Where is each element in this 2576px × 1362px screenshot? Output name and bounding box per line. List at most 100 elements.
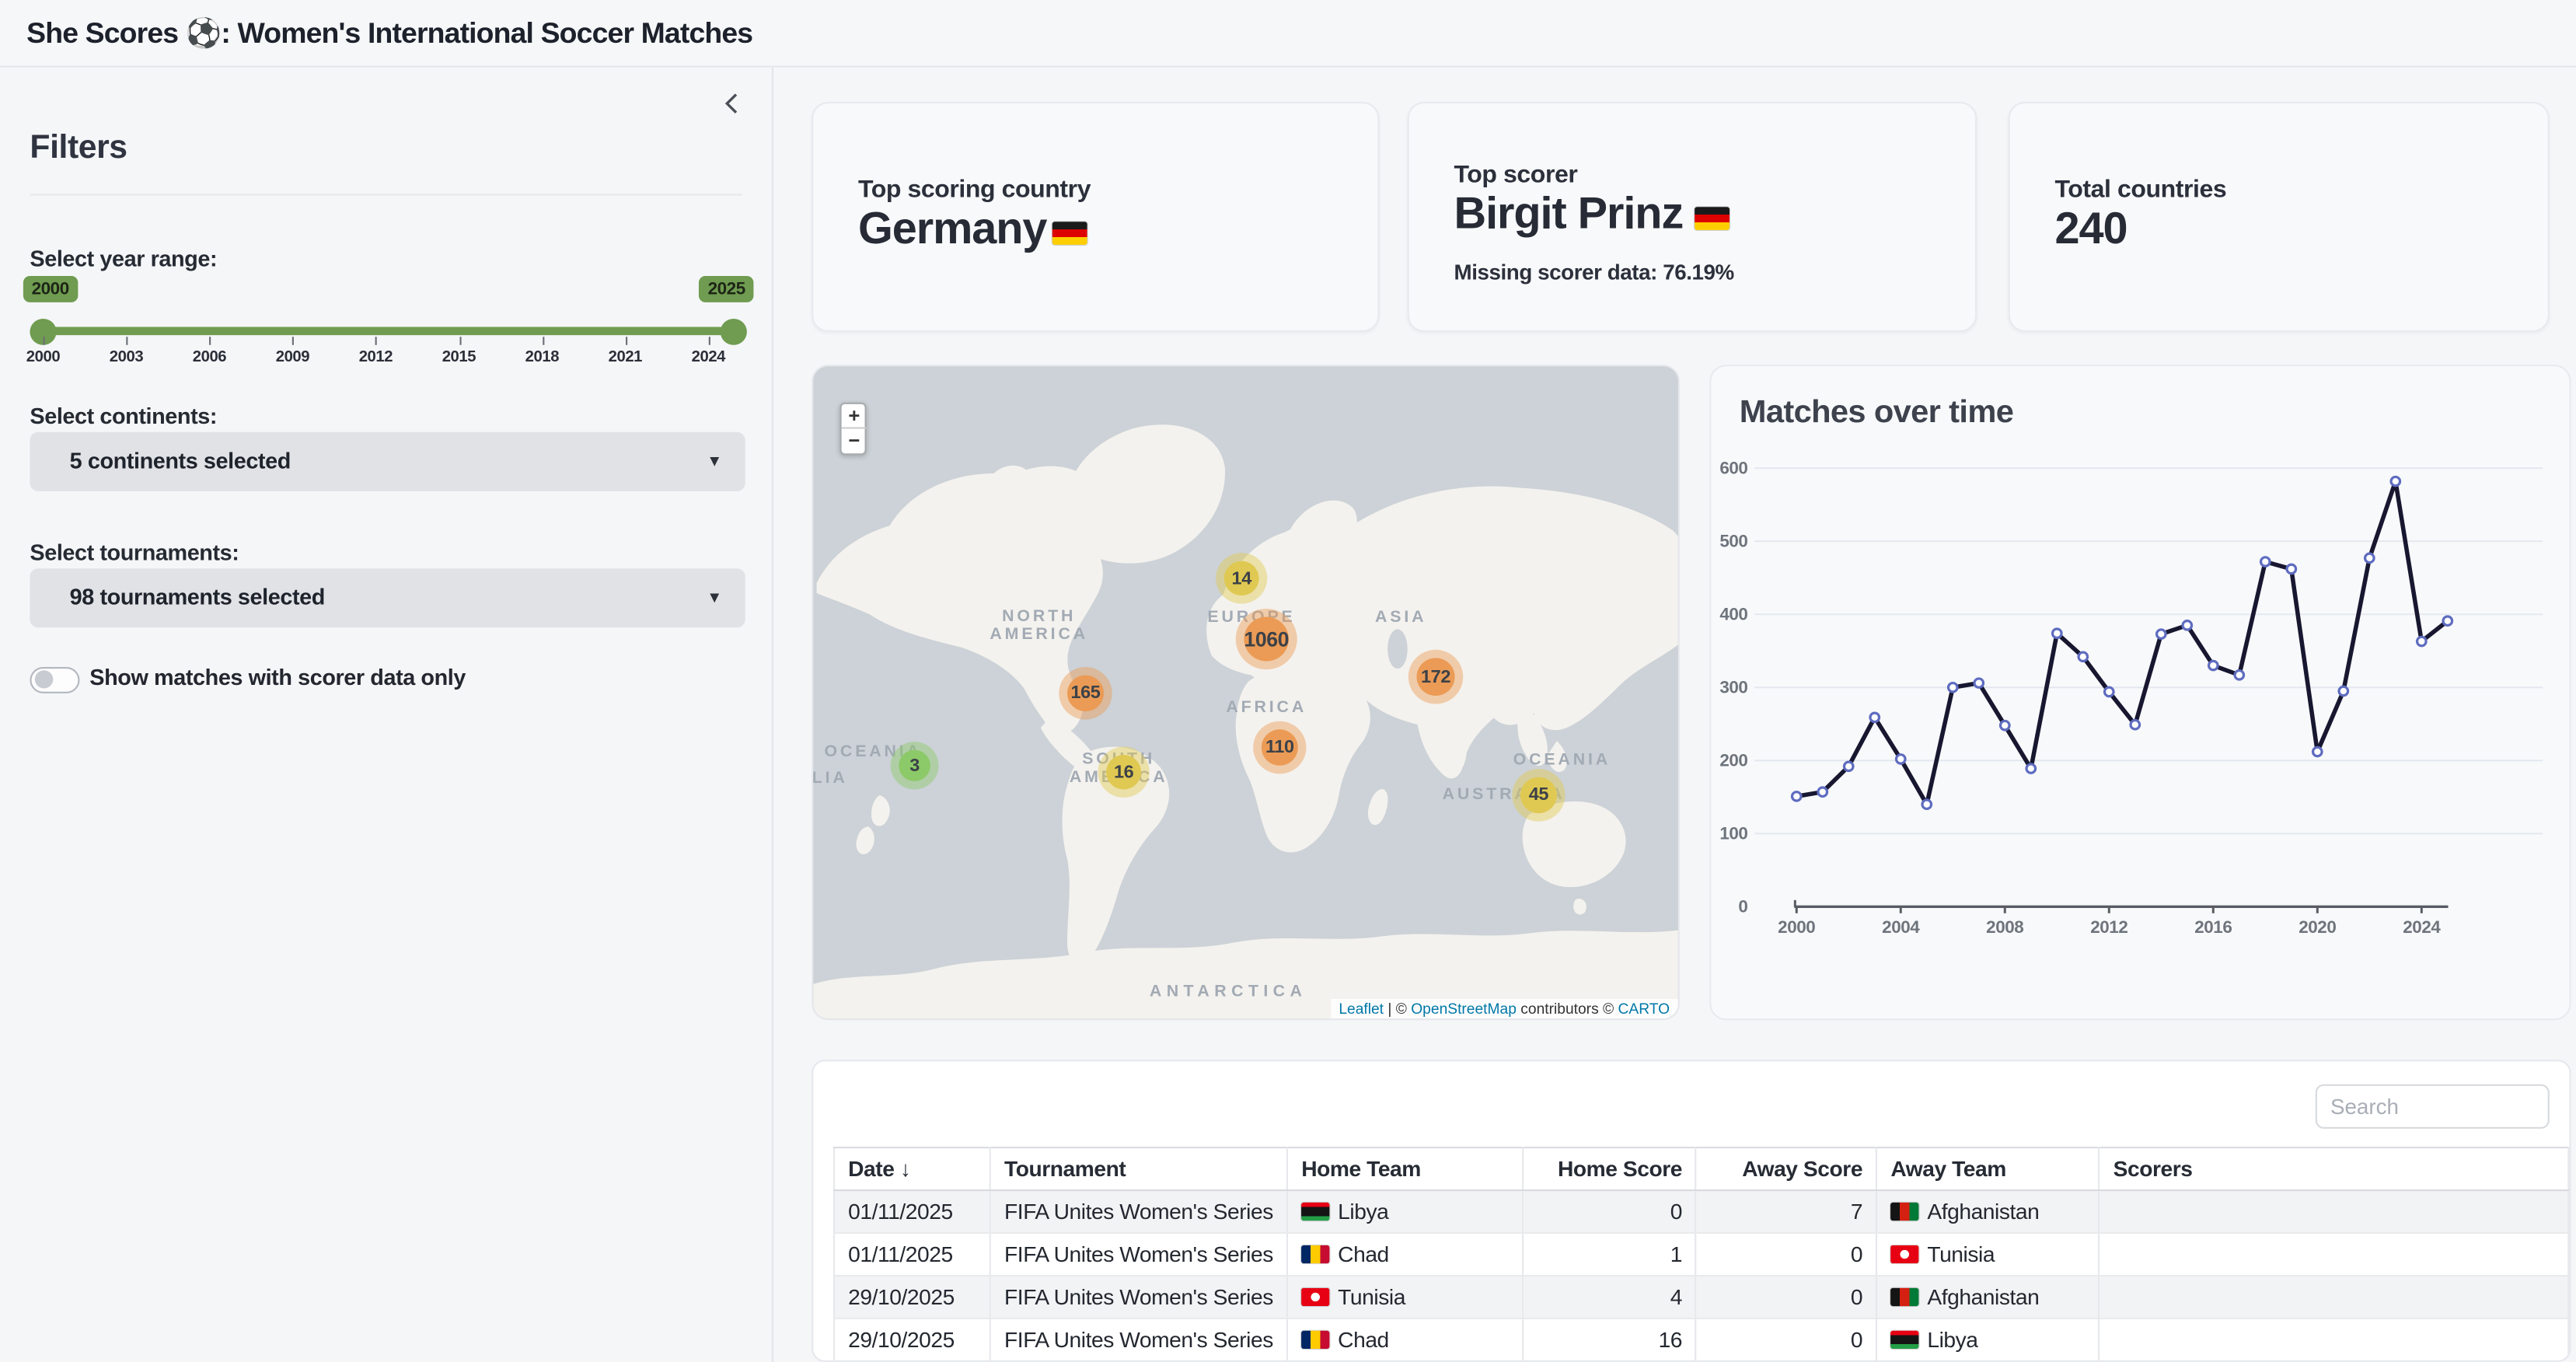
map-cluster-marker[interactable]: 165 <box>1067 676 1104 711</box>
table-row[interactable]: 29/10/2025FIFA Unites Women's SeriesTuni… <box>834 1276 2568 1318</box>
table-cell: 7 <box>1696 1190 1876 1233</box>
slider-tick-label: 2003 <box>110 348 143 366</box>
table-cell: FIFA Unites Women's Series <box>990 1318 1287 1361</box>
column-header-home-team[interactable]: Home Team <box>1287 1147 1524 1190</box>
map-zoom-control: + − <box>839 403 866 456</box>
year-min-badge: 2000 <box>23 276 78 302</box>
scorer-data-toggle[interactable] <box>30 667 79 693</box>
map-cluster-marker[interactable]: 1060 <box>1244 617 1289 662</box>
map-cluster-marker[interactable]: 3 <box>899 750 930 781</box>
table-cell: 0 <box>1696 1276 1876 1318</box>
table-cell: Chad <box>1287 1318 1524 1361</box>
column-header-away-team[interactable]: Away Team <box>1876 1147 2099 1190</box>
table-cell: 01/11/2025 <box>834 1190 990 1233</box>
year-range-label: Select year range: <box>30 246 217 271</box>
table-row[interactable]: 01/11/2025FIFA Unites Women's SeriesLiby… <box>834 1190 2568 1233</box>
svg-text:2024: 2024 <box>2403 917 2441 937</box>
germany-flag-icon <box>1695 207 1730 230</box>
zoom-in-button[interactable]: + <box>842 404 867 429</box>
column-header-tournament[interactable]: Tournament <box>990 1147 1287 1190</box>
svg-text:500: 500 <box>1719 532 1747 551</box>
carto-link[interactable]: CARTO <box>1618 1001 1670 1017</box>
card-value: 240 <box>2055 204 2127 255</box>
continents-dropdown-value: 5 continents selected <box>70 432 291 491</box>
map-cluster-marker[interactable]: 172 <box>1416 658 1454 696</box>
map-attribution: Leaflet | © OpenStreetMap contributors ©… <box>1331 999 1678 1018</box>
svg-text:300: 300 <box>1719 678 1747 697</box>
card-label: Total countries <box>2055 176 2227 204</box>
table-cell <box>2099 1190 2568 1233</box>
table-cell <box>2099 1233 2568 1276</box>
table-cell: Afghanistan <box>1876 1276 2099 1318</box>
top-scorer-card: Top scorer Birgit Prinz Missing scorer d… <box>1408 102 1977 332</box>
continents-dropdown[interactable]: 5 continents selected ▾ <box>30 432 745 491</box>
tournaments-label: Select tournaments: <box>30 540 239 565</box>
search-input[interactable] <box>2316 1084 2550 1129</box>
table-cell: FIFA Unites Women's Series <box>990 1233 1287 1276</box>
caret-down-icon: ▾ <box>710 568 718 627</box>
slider-tick-label: 2021 <box>609 348 642 366</box>
tournaments-dropdown[interactable]: 98 tournaments selected ▾ <box>30 568 745 627</box>
svg-text:2020: 2020 <box>2299 917 2336 937</box>
slider-tick-label: 2009 <box>276 348 309 366</box>
chad-flag-icon <box>1301 1245 1329 1263</box>
column-header-scorers[interactable]: Scorers <box>2099 1147 2568 1190</box>
afghanistan-flag-icon <box>1890 1288 1918 1306</box>
matches-table-card: Date ↓TournamentHome TeamHome ScoreAway … <box>812 1060 2571 1362</box>
zoom-out-button[interactable]: − <box>842 429 867 454</box>
table-cell: 01/11/2025 <box>834 1233 990 1276</box>
slider-tick <box>625 337 627 345</box>
slider-tick <box>708 337 710 345</box>
app-title: She Scores ⚽: Women's International Socc… <box>26 0 752 68</box>
column-header-date[interactable]: Date ↓ <box>834 1147 990 1190</box>
svg-text:2008: 2008 <box>1986 917 2023 937</box>
card-value: Germany <box>858 204 1087 255</box>
table-cell: 0 <box>1524 1190 1696 1233</box>
table-cell: FIFA Unites Women's Series <box>990 1190 1287 1233</box>
slider-tick <box>292 337 294 345</box>
slider-tick-label: 2012 <box>359 348 393 366</box>
table-cell: Chad <box>1287 1233 1524 1276</box>
table-row[interactable]: 29/10/2025FIFA Unites Women's SeriesChad… <box>834 1318 2568 1361</box>
libya-flag-icon <box>1301 1203 1329 1221</box>
slider-tick-label: 2006 <box>193 348 226 366</box>
table-row[interactable]: 01/11/2025FIFA Unites Women's SeriesChad… <box>834 1233 2568 1276</box>
dashboard: She Scores ⚽: Women's International Socc… <box>0 0 2576 1362</box>
libya-flag-icon <box>1890 1331 1918 1349</box>
map-cluster-marker[interactable]: 14 <box>1224 561 1259 595</box>
year-slider-ticks: 200020032006200920122015201820212024 <box>0 337 773 386</box>
slider-tick <box>375 337 377 345</box>
slider-tick <box>44 337 45 345</box>
app-header: She Scores ⚽: Women's International Socc… <box>0 0 2576 68</box>
column-header-away-score[interactable]: Away Score <box>1696 1147 1876 1190</box>
map-cluster-marker[interactable]: 45 <box>1520 777 1557 813</box>
svg-text:400: 400 <box>1719 605 1747 624</box>
map-cluster-marker[interactable]: 110 <box>1262 729 1298 765</box>
chevron-left-icon <box>715 87 749 120</box>
map-cluster-marker[interactable]: 16 <box>1106 755 1141 789</box>
map-tiles <box>813 366 1680 1020</box>
leaflet-link[interactable]: Leaflet <box>1339 1001 1384 1017</box>
table-cell: Libya <box>1287 1190 1524 1233</box>
germany-flag-icon <box>1052 222 1087 245</box>
total-countries-card: Total countries 240 <box>2009 102 2550 332</box>
svg-text:2012: 2012 <box>2090 917 2127 937</box>
slider-tick <box>542 337 543 345</box>
svg-text:2016: 2016 <box>2194 917 2232 937</box>
table-cell: Tunisia <box>1876 1233 2099 1276</box>
scorer-toggle-label: Show matches with scorer data only <box>89 665 466 690</box>
table-cell: 0 <box>1696 1318 1876 1361</box>
svg-text:200: 200 <box>1719 751 1747 770</box>
card-value: Birgit Prinz <box>1454 189 1730 240</box>
svg-text:2000: 2000 <box>1778 917 1815 937</box>
year-max-badge: 2025 <box>700 276 754 302</box>
year-range-slider[interactable] <box>44 327 734 336</box>
caret-down-icon: ▾ <box>710 432 718 491</box>
table-cell: 29/10/2025 <box>834 1276 990 1318</box>
sidebar-collapse-button[interactable] <box>715 87 749 120</box>
world-map[interactable]: NORTH AMERICAEUROPEASIAAFRICASOUTH AMERI… <box>812 365 1680 1020</box>
card-label: Top scoring country <box>858 176 1091 204</box>
openstreetmap-link[interactable]: OpenStreetMap <box>1411 1001 1517 1017</box>
slider-tick-label: 2000 <box>26 348 60 366</box>
column-header-home-score[interactable]: Home Score <box>1524 1147 1696 1190</box>
